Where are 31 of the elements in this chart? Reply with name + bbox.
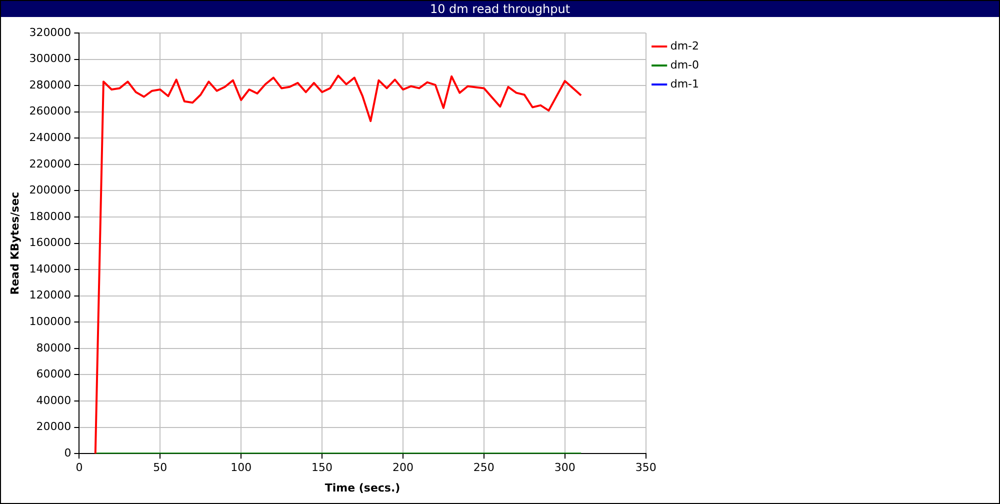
- x-tick-label: 0: [76, 461, 83, 474]
- x-tick-label: 250: [473, 461, 494, 474]
- legend-label: dm-2: [670, 39, 700, 52]
- y-tick-label: 220000: [29, 157, 72, 170]
- y-tick-label: 180000: [29, 210, 72, 223]
- y-tick-label: 60000: [36, 368, 72, 381]
- y-tick-label: 40000: [36, 394, 72, 407]
- y-tick-label: 280000: [29, 78, 72, 92]
- y-tick-label: 240000: [29, 131, 72, 144]
- legend-label: dm-1: [670, 77, 700, 90]
- x-tick-label: 150: [312, 461, 333, 474]
- y-tick-label: 100000: [29, 315, 72, 328]
- x-axis-title: Time (secs.): [324, 481, 400, 494]
- y-tick-label: 20000: [36, 420, 72, 434]
- x-tick-label: 100: [230, 461, 252, 474]
- y-tick-label: 0: [64, 446, 72, 460]
- chart-title: 10 dm read throughput: [1, 1, 999, 17]
- y-tick-label: 300000: [29, 52, 72, 66]
- y-tick-label: 160000: [29, 236, 72, 250]
- y-axis-title: Read KBytes/sec: [8, 192, 22, 295]
- y-tick-label: 120000: [29, 288, 72, 302]
- y-tick-label: 140000: [29, 262, 72, 276]
- y-tick-label: 80000: [36, 341, 72, 354]
- x-tick-label: 50: [153, 461, 168, 474]
- x-tick-label: 350: [635, 461, 656, 474]
- y-tick-label: 320000: [29, 26, 72, 39]
- y-tick-label: 260000: [29, 104, 72, 118]
- legend-label: dm-0: [670, 58, 700, 72]
- y-tick-label: 200000: [29, 184, 72, 197]
- x-tick-label: 200: [392, 461, 414, 474]
- x-tick-label: 300: [554, 461, 576, 474]
